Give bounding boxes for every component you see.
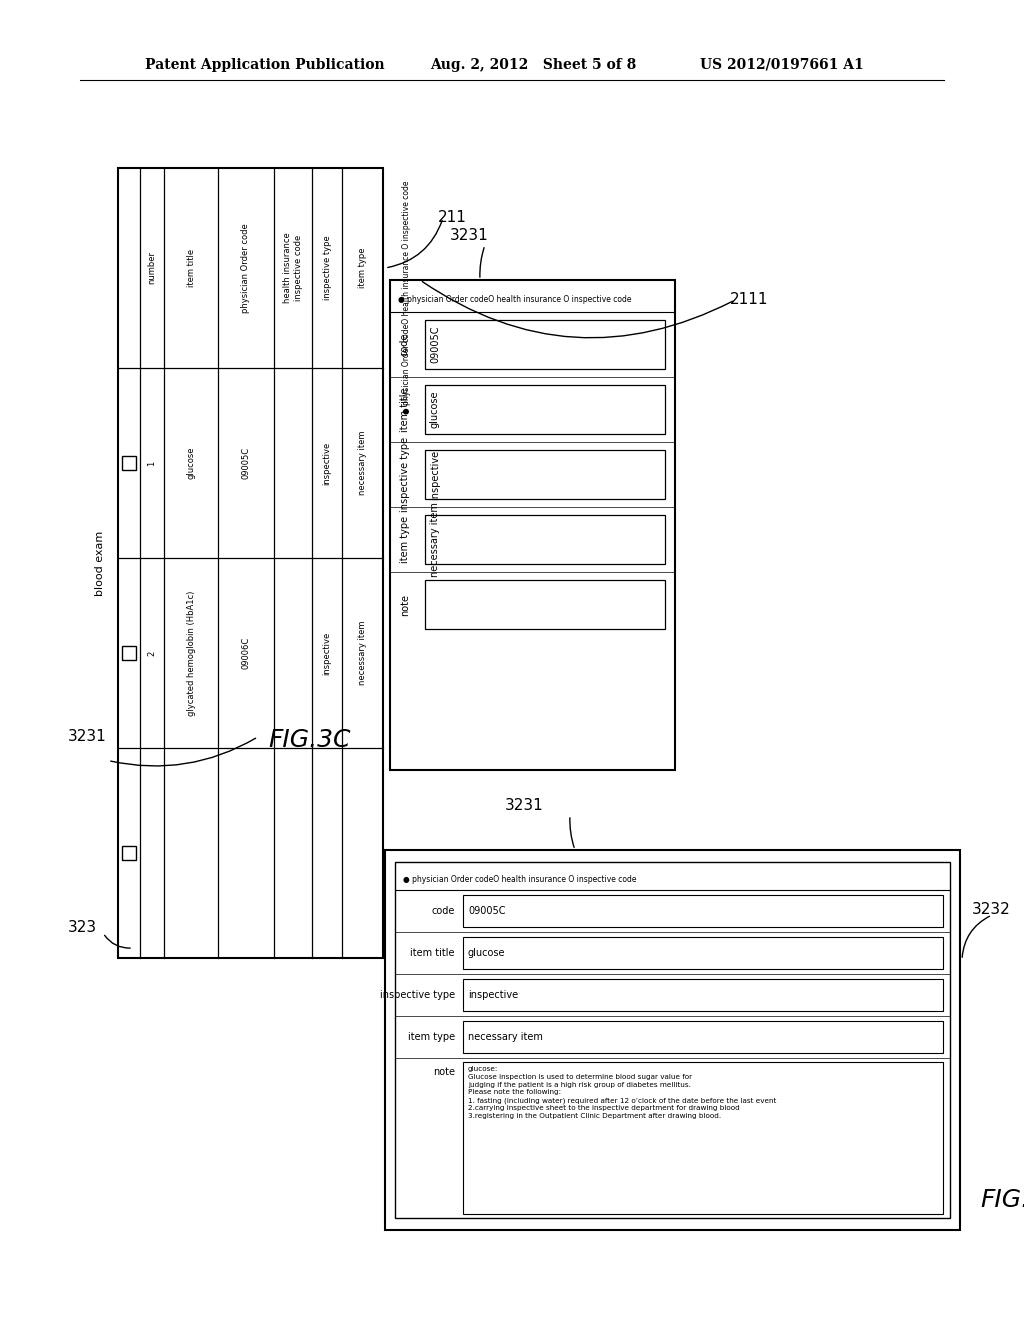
- Text: glycated hemoglobin (HbA1c): glycated hemoglobin (HbA1c): [186, 590, 196, 715]
- Text: ● physician Order codeO health insurance O inspective code: ● physician Order codeO health insurance…: [398, 296, 632, 305]
- Text: 323: 323: [68, 920, 97, 936]
- Text: necessary item: necessary item: [468, 1032, 543, 1041]
- Text: 09005C: 09005C: [430, 326, 440, 363]
- Text: glucose: glucose: [186, 446, 196, 479]
- Text: 3231: 3231: [450, 227, 488, 243]
- Bar: [425, 450, 665, 499]
- Text: 3232: 3232: [972, 903, 1011, 917]
- Text: physician Order code: physician Order code: [242, 223, 251, 313]
- Text: FIG.3D: FIG.3D: [980, 1188, 1024, 1212]
- Text: code: code: [432, 906, 455, 916]
- Text: glucose: glucose: [430, 391, 440, 428]
- Text: ● physician Order codeO health insurance O inspective code: ● physician Order codeO health insurance…: [403, 875, 637, 884]
- Text: item title: item title: [411, 948, 455, 958]
- Text: 211: 211: [438, 210, 467, 226]
- Text: glucose: glucose: [468, 948, 506, 958]
- Text: 2: 2: [147, 651, 157, 656]
- Text: inspective type: inspective type: [400, 437, 410, 512]
- Text: item type: item type: [400, 516, 410, 564]
- Bar: [425, 385, 665, 434]
- Text: 3231: 3231: [68, 729, 106, 744]
- Text: blood exam: blood exam: [95, 531, 105, 595]
- Bar: [425, 319, 665, 370]
- Text: item title: item title: [186, 249, 196, 286]
- Bar: [425, 515, 665, 564]
- Bar: [385, 850, 961, 1230]
- Text: item title: item title: [400, 387, 410, 432]
- Text: FIG.3C: FIG.3C: [268, 729, 351, 752]
- Text: inspective type: inspective type: [323, 236, 332, 301]
- Bar: [463, 1063, 943, 1214]
- Bar: [463, 1020, 943, 1053]
- Bar: [118, 168, 383, 958]
- Text: 09005C: 09005C: [242, 447, 251, 479]
- Text: 1: 1: [147, 461, 157, 466]
- Text: 09006C: 09006C: [242, 636, 251, 669]
- Text: 2111: 2111: [730, 293, 768, 308]
- Text: Patent Application Publication: Patent Application Publication: [145, 58, 385, 73]
- Text: glucose:
Glucose inspection is used to determine blood sugar value for
judging i: glucose: Glucose inspection is used to d…: [468, 1067, 776, 1119]
- Text: item type: item type: [408, 1032, 455, 1041]
- Text: item type: item type: [358, 248, 367, 288]
- Bar: [122, 645, 136, 660]
- Bar: [463, 895, 943, 927]
- Bar: [463, 937, 943, 969]
- Text: number: number: [147, 252, 157, 285]
- Text: health insurance
inspective code: health insurance inspective code: [284, 232, 303, 304]
- Text: inspective type: inspective type: [380, 990, 455, 1001]
- Text: note: note: [433, 1067, 455, 1077]
- Bar: [425, 579, 665, 630]
- Text: ● physician Order codeO health insurance O inspective code: ● physician Order codeO health insurance…: [402, 181, 411, 414]
- Text: inspective: inspective: [323, 631, 332, 675]
- Text: code: code: [400, 333, 410, 356]
- Text: inspective: inspective: [323, 441, 332, 484]
- Text: note: note: [400, 594, 410, 615]
- Text: US 2012/0197661 A1: US 2012/0197661 A1: [700, 58, 864, 73]
- Text: inspective: inspective: [430, 449, 440, 499]
- Text: inspective: inspective: [468, 990, 518, 1001]
- Text: 3231: 3231: [505, 797, 544, 813]
- Bar: [390, 280, 675, 770]
- Bar: [122, 455, 136, 470]
- Text: necessary item: necessary item: [358, 430, 367, 495]
- Text: Aug. 2, 2012   Sheet 5 of 8: Aug. 2, 2012 Sheet 5 of 8: [430, 58, 636, 73]
- Text: 09005C: 09005C: [468, 906, 506, 916]
- Bar: [122, 846, 136, 861]
- Bar: [395, 862, 950, 1218]
- Text: necessary item: necessary item: [358, 620, 367, 685]
- Bar: [463, 979, 943, 1011]
- Text: necessary item: necessary item: [430, 502, 440, 577]
